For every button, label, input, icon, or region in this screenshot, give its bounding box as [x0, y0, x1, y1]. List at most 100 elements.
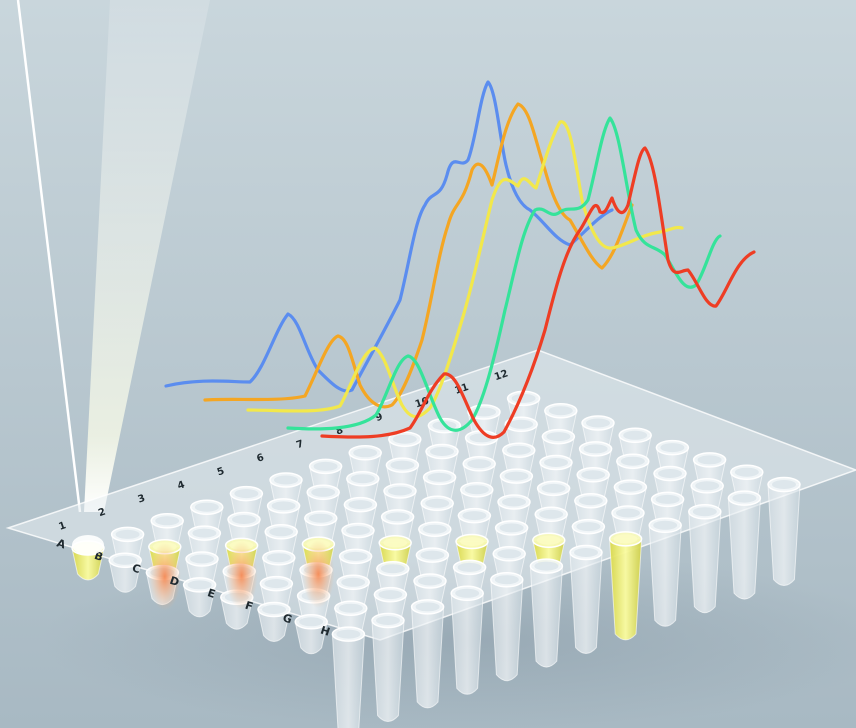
- well-opening: [313, 461, 338, 471]
- well-opening: [494, 575, 519, 585]
- row-label: H: [319, 624, 332, 639]
- well-opening: [613, 534, 638, 544]
- well-opening: [506, 445, 531, 455]
- well-opening: [155, 516, 180, 526]
- row-label: G: [281, 611, 294, 626]
- well-opening: [192, 528, 217, 538]
- well-opening: [734, 467, 759, 477]
- well-opening: [346, 526, 370, 535]
- well-opening: [499, 523, 524, 533]
- well-opening: [113, 555, 138, 565]
- well-grid: [71, 390, 801, 728]
- well: [108, 552, 142, 593]
- empty-tube: [529, 565, 563, 668]
- well-opening: [376, 616, 400, 625]
- well-opening: [234, 489, 259, 499]
- well-opening: [618, 482, 643, 492]
- well-opening: [548, 406, 573, 416]
- well-opening: [338, 603, 363, 613]
- well-opening: [418, 576, 442, 586]
- well-opening: [464, 485, 489, 495]
- well: [608, 531, 643, 641]
- well-opening: [232, 515, 256, 524]
- well-opening: [427, 472, 452, 482]
- well-opening: [467, 459, 492, 469]
- well-opening: [430, 447, 454, 456]
- empty-tube: [331, 633, 365, 728]
- well-opening: [460, 537, 484, 546]
- well: [688, 503, 722, 614]
- well-opening: [658, 469, 682, 478]
- column-label: 4: [176, 479, 186, 492]
- spectral-trace: [246, 120, 684, 419]
- spectral-traces: [164, 80, 756, 439]
- well: [727, 490, 762, 600]
- orange-sample-glow: [148, 542, 181, 611]
- well: [371, 612, 405, 722]
- well: [257, 601, 291, 642]
- well-opening: [271, 501, 296, 511]
- well-opening: [574, 548, 598, 557]
- well-opening: [274, 475, 298, 485]
- laser-line: [16, 0, 82, 513]
- well-opening: [341, 577, 366, 587]
- well-opening: [299, 617, 324, 627]
- well-opening: [343, 551, 368, 561]
- column-label: 9: [374, 411, 384, 424]
- well-opening: [497, 549, 522, 559]
- well-opening: [660, 443, 685, 453]
- well-opening: [425, 498, 450, 508]
- well-opening: [455, 588, 480, 598]
- well-opening: [539, 509, 564, 519]
- well-opening: [187, 580, 212, 590]
- well-opening: [616, 508, 640, 518]
- well-opening: [502, 497, 526, 507]
- well-opening: [623, 430, 648, 440]
- empty-tube: [294, 621, 328, 655]
- row-label: B: [93, 549, 105, 564]
- well: [450, 585, 484, 695]
- well-opening: [385, 512, 410, 522]
- spectral-trace: [320, 146, 756, 439]
- column-label: 7: [295, 439, 305, 452]
- empty-tube: [182, 584, 217, 618]
- well-opening: [353, 448, 378, 458]
- well-opening: [578, 496, 603, 506]
- well-opening: [697, 455, 722, 465]
- well: [767, 476, 801, 586]
- column-label: 5: [216, 466, 226, 479]
- well-opening: [534, 561, 559, 571]
- column-label: 1: [57, 520, 67, 533]
- well: [294, 614, 328, 655]
- row-label: D: [168, 574, 181, 589]
- orange-sample-glow: [302, 540, 335, 609]
- well-opening: [388, 486, 412, 496]
- well-opening: [462, 511, 487, 521]
- row-label: F: [243, 599, 254, 614]
- well-opening: [115, 529, 140, 539]
- well: [648, 517, 682, 627]
- column-label: 2: [97, 507, 107, 520]
- row-label: C: [130, 561, 142, 576]
- column-label: 3: [137, 493, 147, 506]
- column-label: 6: [255, 452, 265, 465]
- well-opening: [383, 538, 408, 548]
- row-label: E: [206, 586, 217, 601]
- empty-tube: [569, 552, 603, 654]
- well-opening: [311, 487, 336, 497]
- empty-tube: [257, 609, 291, 642]
- well-opening: [190, 554, 214, 564]
- well-opening: [536, 535, 561, 545]
- spectral-trace: [286, 116, 722, 432]
- well-opening: [544, 458, 568, 467]
- well-opening: [350, 474, 375, 484]
- well-opening: [732, 493, 757, 503]
- well-opening: [653, 520, 678, 530]
- column-label: 12: [493, 368, 510, 383]
- empty-tube: [450, 592, 484, 695]
- empty-tube: [648, 524, 682, 627]
- well-opening: [655, 494, 680, 504]
- well: [490, 571, 524, 682]
